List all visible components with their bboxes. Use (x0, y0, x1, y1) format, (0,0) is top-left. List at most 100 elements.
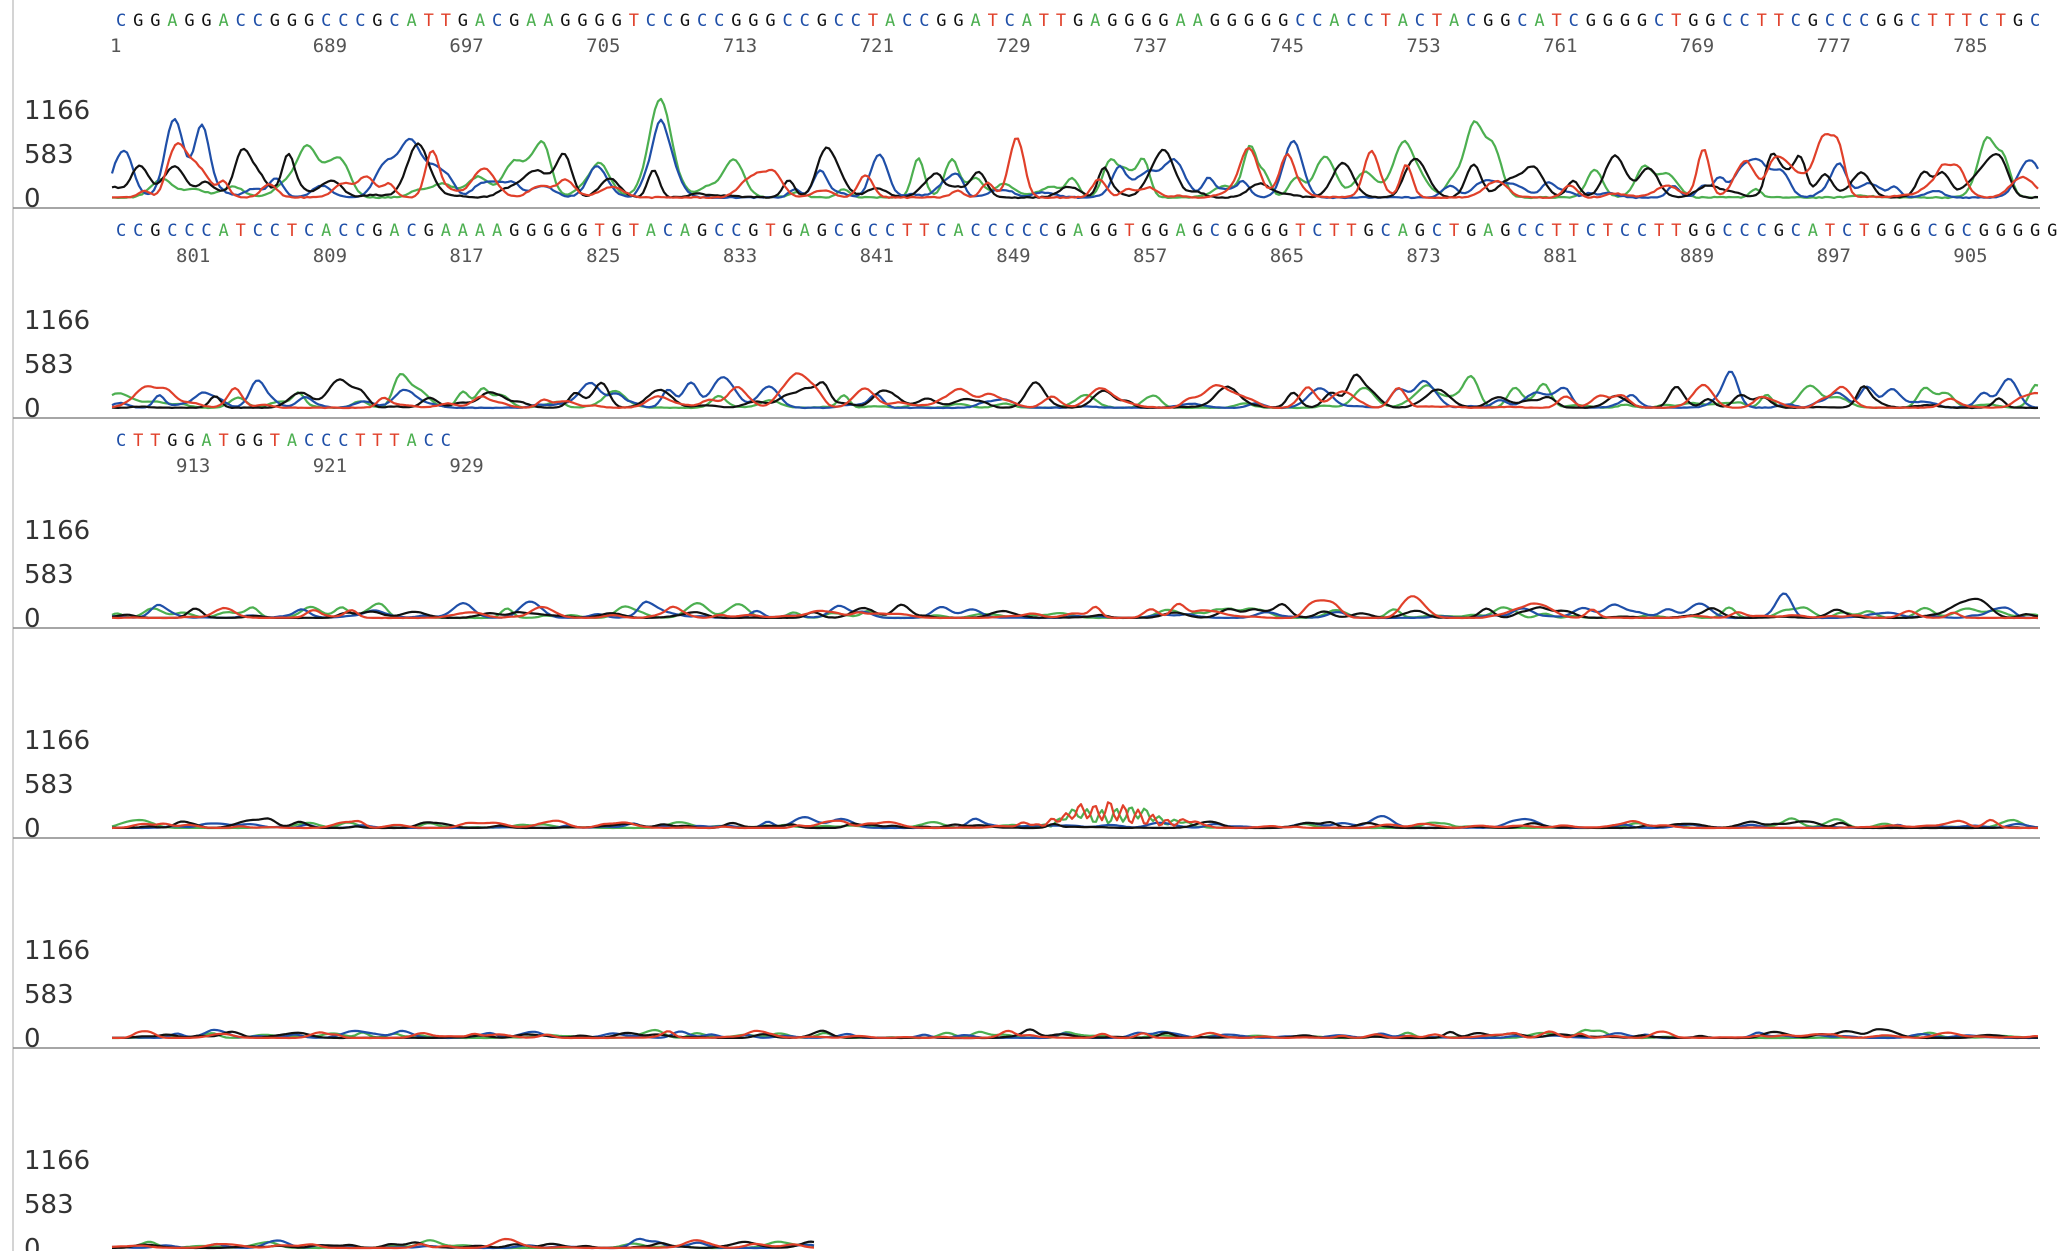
base-call: A (800, 221, 810, 241)
base-call: C (1842, 221, 1852, 241)
y-tick-label: 583 (24, 980, 74, 1010)
base-call: G (236, 431, 246, 451)
base-call: T (919, 221, 929, 241)
base-call: C (1039, 221, 1049, 241)
base-call: G (1893, 221, 1903, 241)
base-call: C (1740, 11, 1750, 31)
base-call: C (663, 221, 673, 241)
base-call: T (1654, 221, 1664, 241)
base-call: C (1534, 221, 1544, 241)
base-call: C (885, 221, 895, 241)
base-call: A (953, 221, 963, 241)
y-tick-label: 1166 (24, 516, 90, 546)
y-tick-label: 583 (24, 770, 74, 800)
position-label: 777 (1817, 35, 1851, 57)
base-call: G (1705, 221, 1715, 241)
position-label: 921 (313, 455, 347, 477)
base-call: C (389, 11, 399, 31)
base-call: G (458, 11, 468, 31)
base-call: C (1005, 221, 1015, 241)
trace-T (111, 1237, 815, 1250)
base-call: C (1466, 11, 1476, 31)
trace-G (111, 597, 2039, 620)
base-call: G (1158, 221, 1168, 241)
position-label: 857 (1133, 245, 1167, 267)
base-call: T (629, 11, 639, 31)
base-call: C (663, 11, 673, 31)
base-call: G (1483, 11, 1493, 31)
base-call: G (1466, 221, 1476, 241)
position-label: 873 (1406, 245, 1440, 267)
y-tick-label: 583 (24, 560, 74, 590)
y-axis: 1166 583 0 (24, 726, 90, 844)
position-label: 905 (1953, 245, 1987, 267)
base-call: G (1979, 221, 1989, 241)
base-call: G (1261, 11, 1271, 31)
base-call: T (1381, 11, 1391, 31)
base-call: C (201, 221, 211, 241)
base-call: C (646, 11, 656, 31)
position-label: 889 (1680, 245, 1714, 267)
position-label: 897 (1817, 245, 1851, 267)
base-call: T (355, 431, 365, 451)
position-label: 881 (1543, 245, 1577, 267)
base-call: A (1398, 11, 1408, 31)
trace-G (111, 142, 2039, 200)
base-call: C (338, 221, 348, 241)
base-call: G (612, 221, 622, 241)
base-call: G (1996, 221, 2006, 241)
position-label: 913 (176, 455, 210, 477)
base-call: T (1774, 11, 1784, 31)
base-call: C (253, 11, 263, 31)
base-call: T (1552, 11, 1562, 31)
base-call: A (458, 221, 468, 241)
y-axis: 1166 583 0 (24, 936, 90, 1054)
base-call: G (287, 11, 297, 31)
base-call: G (543, 221, 553, 241)
y-tick-label: 583 (24, 1190, 74, 1220)
base-call: G (509, 11, 519, 31)
position-label: 697 (449, 35, 483, 57)
base-call: G (680, 11, 690, 31)
position-label: 849 (996, 245, 1030, 267)
position-label: 737 (1133, 35, 1167, 57)
base-call: C (714, 11, 724, 31)
y-tick-label: 1166 (24, 96, 90, 126)
base-call: G (1876, 221, 1886, 241)
base-call: C (1415, 11, 1425, 31)
y-tick-label: 0 (24, 604, 41, 634)
base-call: C (697, 11, 707, 31)
base-call: A (543, 11, 553, 31)
base-call: C (167, 221, 177, 241)
base-call: G (1364, 221, 1374, 241)
base-call: C (407, 221, 417, 241)
base-call: A (1449, 11, 1459, 31)
base-call: T (988, 11, 998, 31)
position-label: 721 (860, 35, 894, 57)
base-call: C (184, 221, 194, 241)
base-call: G (167, 431, 177, 451)
position-labels: 801 809 817 825 833 841 849 857 865 873 881 889 897 9… (176, 245, 1988, 267)
base-call: G (1808, 11, 1818, 31)
base-call: C (355, 11, 365, 31)
position-label: 833 (723, 245, 757, 267)
base-call: C (1586, 221, 1596, 241)
base-call: G (2030, 221, 2040, 241)
base-call: C (868, 221, 878, 241)
base-call: C (988, 221, 998, 241)
traces (111, 592, 2039, 620)
position-label: 753 (1406, 35, 1440, 57)
base-call: G (1415, 221, 1425, 241)
base-call: T (1859, 221, 1869, 241)
base-call: A (492, 221, 502, 241)
base-call: T (1039, 11, 1049, 31)
base-call: G (1244, 11, 1254, 31)
base-call: G (1090, 221, 1100, 241)
base-call: C (1979, 11, 1989, 31)
base-call: T (424, 11, 434, 31)
base-call: G (526, 221, 536, 241)
base-call: G (1158, 11, 1168, 31)
base-call: T (1945, 11, 1955, 31)
base-call: T (1757, 11, 1767, 31)
base-call: C (1859, 11, 1869, 31)
